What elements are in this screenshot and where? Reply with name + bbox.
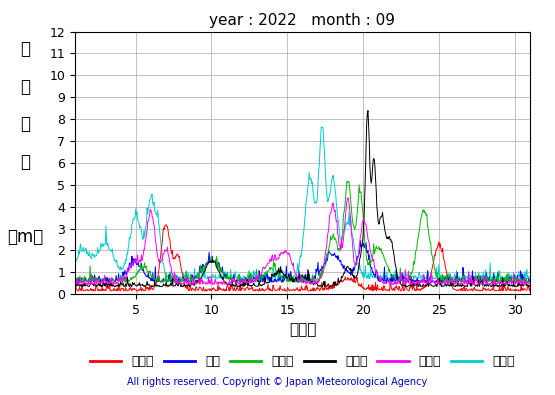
Text: 波: 波 xyxy=(20,115,30,134)
Legend: 上ノ国, 唐桑, 石廀崎, 経ヶ屬, 生月島, 屋久島: 上ノ国, 唐桑, 石廀崎, 経ヶ屬, 生月島, 屋久島 xyxy=(85,350,520,373)
X-axis label: （日）: （日） xyxy=(289,323,316,338)
Text: 有: 有 xyxy=(20,40,30,58)
Text: 義: 義 xyxy=(20,78,30,96)
Text: All rights reserved. Copyright © Japan Meteorological Agency: All rights reserved. Copyright © Japan M… xyxy=(128,377,427,387)
Text: 高: 高 xyxy=(20,153,30,171)
Title: year : 2022   month : 09: year : 2022 month : 09 xyxy=(209,13,396,28)
Text: （m）: （m） xyxy=(7,228,43,246)
